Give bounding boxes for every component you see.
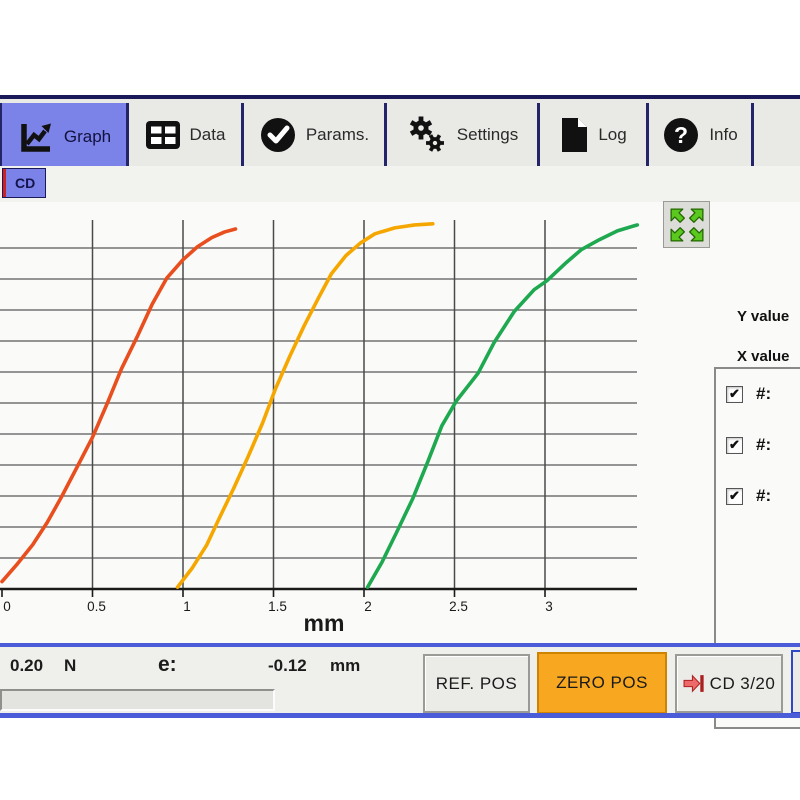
checkmark-icon: ✔ [729,487,740,503]
svg-text:1: 1 [183,599,191,614]
line-chart-icon [21,123,51,152]
svg-text:mm: mm [304,610,345,636]
svg-text:3: 3 [545,599,553,614]
series-toggle-label: #: [756,384,772,403]
series-checkbox[interactable]: ✔ [726,436,743,454]
gears-icon [409,116,444,152]
bottom-accent-line [0,713,800,718]
checkmark-icon: ✔ [729,436,740,452]
force-value: 0.20 [10,656,44,675]
svg-text:2.5: 2.5 [449,599,468,614]
series-toggle-row[interactable]: ✔ #: [726,434,771,456]
table-icon [145,120,180,149]
subtab-row: CD [0,166,800,273]
tab-label: Graph [63,126,112,146]
series-checkbox[interactable]: ✔ [726,487,743,505]
advance-arrow-icon [683,674,704,693]
cd-step-counter: 3/20 [740,673,776,693]
svg-text:2: 2 [364,599,372,614]
subtab-label: CD [15,175,36,191]
divider [751,103,754,166]
series-toggle-label: #: [756,435,772,454]
tab-label: Info [709,124,738,144]
tab-label: Settings [456,124,519,144]
e-value: -0.12 [268,656,307,675]
document-icon [562,117,588,152]
x-value-label: X value [737,348,790,365]
divider [241,103,244,166]
tab-settings[interactable]: Settings [387,103,537,166]
divider [646,103,649,166]
ref-pos-label: REF. POS [435,673,518,693]
subtab-cd[interactable]: CD [2,168,46,198]
series-toggle-label: #: [756,486,772,505]
tab-label: Log [598,124,627,144]
force-unit: N [64,656,77,675]
y-value-label: Y value [737,308,790,325]
check-circle-icon [260,117,295,152]
zero-pos-label: ZERO POS [556,673,648,692]
position-progress-bar [0,689,275,711]
app-window: Graph Data Params. [0,95,800,729]
tab-label: Params. [305,124,370,144]
divider [537,103,540,166]
status-bar: 0.20 N e: -0.12 mm REF. POS ZERO POS CD … [0,647,800,714]
cd-step-button[interactable]: CD 3/20 [675,654,783,713]
tab-label: Data [189,124,226,144]
measurement-chart: 0 0.5 1 1.5 2 2.5 3 mm [0,220,640,636]
cd-step-label: CD [709,673,736,693]
ref-pos-button[interactable]: REF. POS [423,654,530,713]
tab-data[interactable]: Data [129,103,241,166]
series-checkbox[interactable]: ✔ [726,385,743,403]
expand-graph-button[interactable] [663,201,710,248]
e-unit: mm [330,656,361,675]
checkmark-icon: ✔ [729,385,740,401]
svg-text:0.5: 0.5 [87,599,106,614]
question-circle-icon: ? [664,117,699,152]
svg-text:0: 0 [3,599,11,614]
svg-text:1.5: 1.5 [268,599,287,614]
e-label: e: [158,653,177,676]
series-toggle-row[interactable]: ✔ #: [726,485,771,507]
zero-pos-button[interactable]: ZERO POS [537,652,667,714]
tab-log[interactable]: Log [540,103,646,166]
series-toggle-row[interactable]: ✔ #: [726,383,771,405]
divider [384,103,387,166]
tab-bar: Graph Data Params. [0,95,800,170]
expand-arrows-icon [669,207,704,242]
clipped-button[interactable] [791,650,800,714]
divider [126,103,129,166]
separator-line [0,643,800,647]
tab-params[interactable]: Params. [244,103,384,166]
subtab-active-marker [3,169,6,197]
chart-area: 0 0.5 1 1.5 2 2.5 3 mm Y value X value ✔ #: ✔ #… [0,201,800,729]
svg-text:?: ? [674,122,688,148]
tab-graph[interactable]: Graph [2,103,126,170]
tab-info[interactable]: ? Info [649,103,751,166]
divider [0,103,2,166]
